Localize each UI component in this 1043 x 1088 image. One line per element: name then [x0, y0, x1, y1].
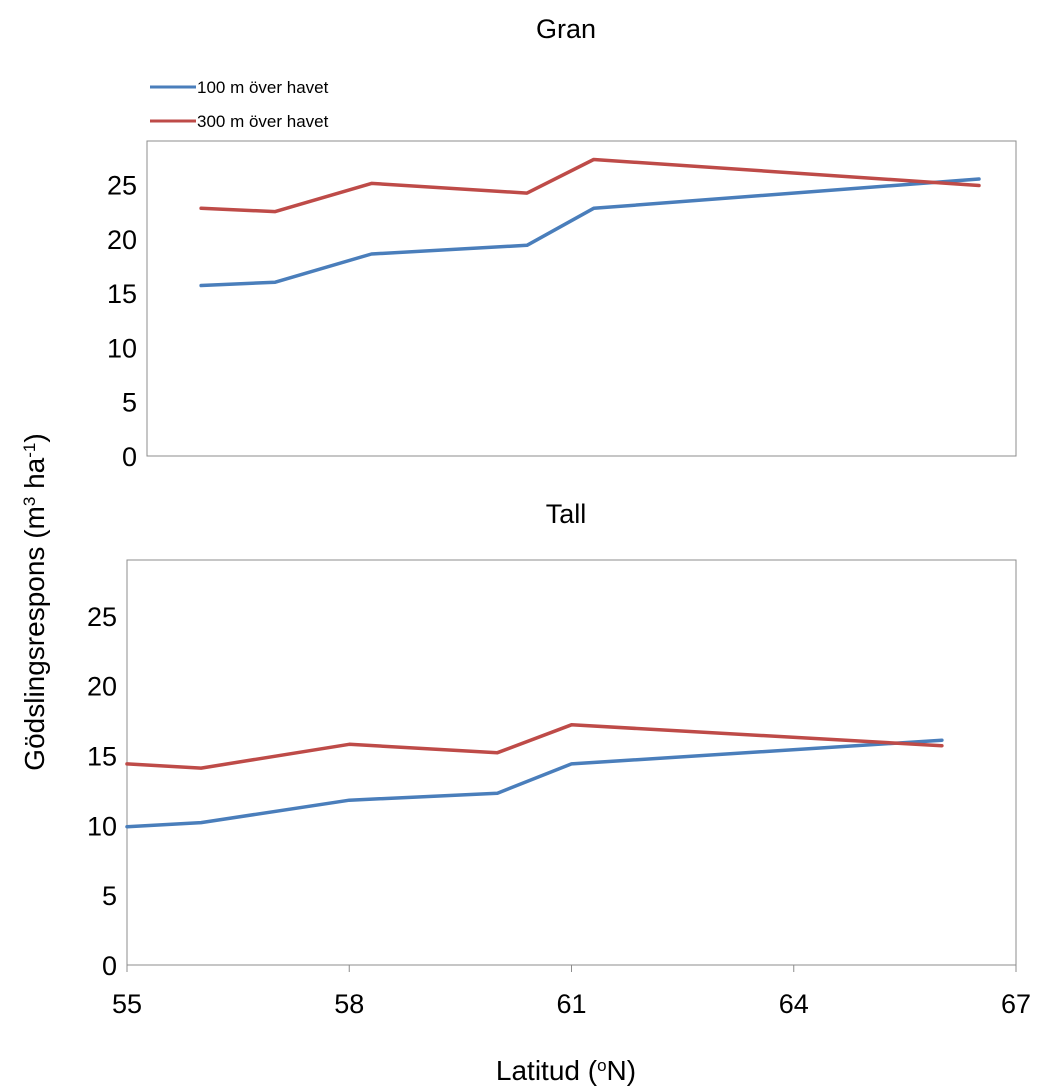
- top-y-tick-5: 5: [122, 388, 137, 418]
- y-axis-label-end: ): [19, 433, 50, 442]
- bottom-y-tick-25: 25: [87, 602, 117, 632]
- y-axis-label-sup2: -1: [20, 443, 39, 458]
- bottom-x-tick-67: 67: [1001, 989, 1031, 1019]
- bottom-y-tick-10: 10: [87, 811, 117, 841]
- bottom-y-axis: 0 5 10 15 20 25: [87, 602, 117, 981]
- bottom-x-tick-64: 64: [779, 989, 809, 1019]
- bottom-series-100m-line: [125, 738, 944, 829]
- top-chart-title: Gran: [536, 14, 596, 44]
- top-y-axis: 0 5 10 15 20 25: [107, 170, 137, 472]
- y-axis-label-sup1: 3: [20, 497, 39, 506]
- top-y-tick-15: 15: [107, 279, 137, 309]
- y-axis-label-main: Gödslingsrespons (m: [19, 506, 50, 771]
- top-series-lines: [199, 157, 981, 288]
- x-axis-label-end: N): [607, 1055, 637, 1086]
- y-axis-label: Gödslingsrespons (m3 ha-1): [19, 433, 50, 770]
- bottom-x-tick-55: 55: [112, 989, 142, 1019]
- bottom-x-tick-61: 61: [556, 989, 586, 1019]
- bottom-chart-title: Tall: [546, 499, 587, 529]
- x-axis-label-sup: o: [597, 1056, 606, 1075]
- top-series-100m-line: [199, 177, 981, 288]
- y-axis-label-mid: ha: [19, 457, 50, 496]
- legend-label-300m: 300 m över havet: [197, 112, 329, 131]
- bottom-series-300m-line: [125, 723, 944, 770]
- bottom-y-tick-20: 20: [87, 672, 117, 702]
- bottom-series-lines: [125, 723, 944, 829]
- bottom-x-tick-58: 58: [334, 989, 364, 1019]
- legend-label-100m: 100 m över havet: [197, 78, 329, 97]
- bottom-y-tick-15: 15: [87, 742, 117, 772]
- x-axis-label: Latitud (oN): [496, 1055, 636, 1086]
- legend: 100 m över havet 300 m över havet: [150, 78, 329, 131]
- top-y-tick-0: 0: [122, 442, 137, 472]
- x-axis-label-main: Latitud (: [496, 1055, 598, 1086]
- top-series-300m-line: [199, 157, 981, 214]
- bottom-y-tick-5: 5: [102, 881, 117, 911]
- top-y-tick-10: 10: [107, 333, 137, 363]
- bottom-x-axis: 55 58 61 64 67: [112, 965, 1031, 1019]
- top-plot-area: [146, 140, 1017, 457]
- bottom-y-tick-0: 0: [102, 951, 117, 981]
- top-y-tick-20: 20: [107, 225, 137, 255]
- top-y-tick-25: 25: [107, 170, 137, 200]
